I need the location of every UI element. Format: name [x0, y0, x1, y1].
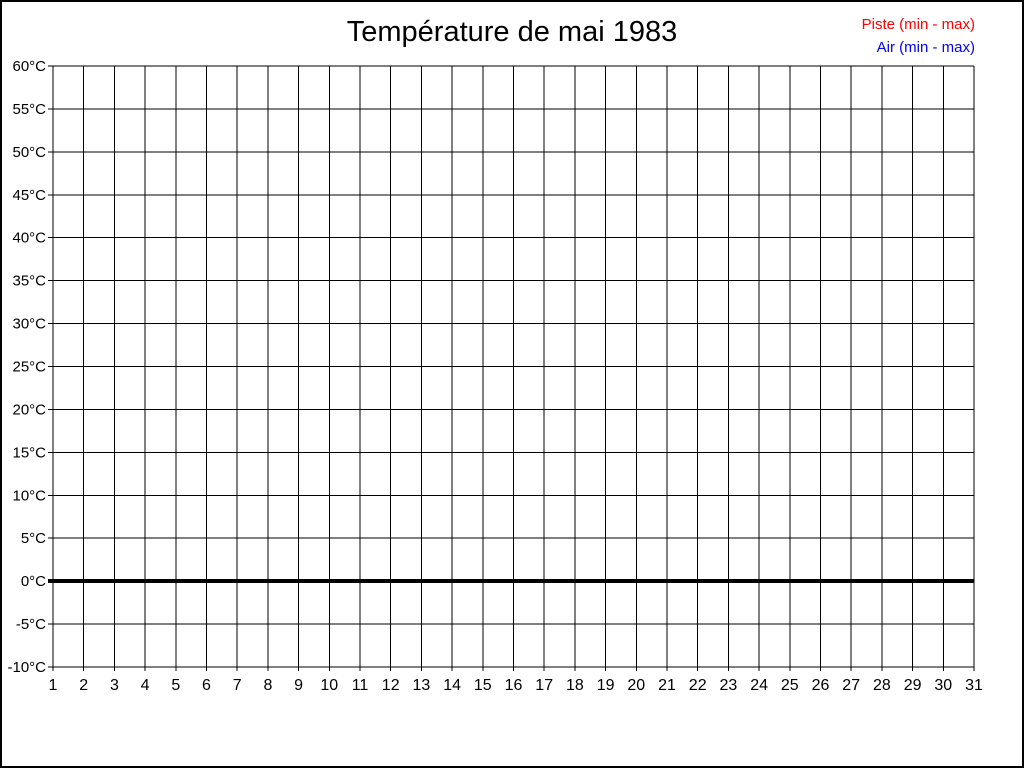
x-tick-label: 1: [49, 677, 58, 694]
x-tick-label: 30: [934, 677, 952, 694]
x-tick-label: 6: [202, 677, 211, 694]
chart-title: Température de mai 1983: [346, 16, 678, 48]
x-tick-label: 9: [294, 677, 303, 694]
x-tick-label: 3: [110, 677, 119, 694]
legend-item-piste: Piste (min - max): [861, 16, 975, 33]
y-tick-label: 10°C: [12, 487, 46, 504]
y-tick-label: 15°C: [12, 444, 46, 461]
x-tick-label: 22: [689, 677, 707, 694]
x-tick-label: 12: [382, 677, 400, 694]
x-tick-label: 7: [233, 677, 242, 694]
x-tick-label: 18: [566, 677, 584, 694]
x-tick-label: 20: [627, 677, 645, 694]
axis-labels: 60°C55°C50°C45°C40°C35°C30°C25°C20°C15°C…: [7, 58, 983, 694]
x-tick-label: 19: [597, 677, 615, 694]
x-tick-label: 31: [965, 677, 983, 694]
x-tick-label: 24: [750, 677, 768, 694]
y-tick-label: 55°C: [12, 101, 46, 118]
x-tick-label: 4: [141, 677, 150, 694]
x-tick-label: 13: [413, 677, 431, 694]
y-tick-label: 60°C: [12, 58, 46, 75]
x-tick-label: 5: [171, 677, 180, 694]
x-tick-label: 2: [79, 677, 88, 694]
x-tick-label: 10: [320, 677, 338, 694]
x-tick-label: 14: [443, 677, 461, 694]
x-tick-label: 25: [781, 677, 799, 694]
x-tick-label: 11: [352, 677, 369, 694]
x-tick-label: 29: [904, 677, 922, 694]
y-tick-label: 40°C: [12, 230, 46, 247]
x-tick-label: 26: [812, 677, 830, 694]
y-tick-label: 50°C: [12, 144, 46, 161]
y-tick-label: 35°C: [12, 273, 46, 290]
x-tick-label: 8: [263, 677, 272, 694]
y-tick-label: 25°C: [12, 359, 46, 376]
y-tick-label: 0°C: [21, 573, 46, 590]
legend-item-air: Air (min - max): [876, 39, 975, 56]
y-tick-label: 5°C: [21, 530, 46, 547]
x-tick-label: 28: [873, 677, 891, 694]
y-tick-label: 20°C: [12, 401, 46, 418]
y-tick-label: -5°C: [16, 616, 46, 633]
x-tick-label: 16: [505, 677, 523, 694]
x-tick-label: 17: [535, 677, 553, 694]
x-tick-label: 27: [842, 677, 860, 694]
y-tick-label: 45°C: [12, 187, 46, 204]
x-tick-label: 21: [658, 677, 676, 694]
x-tick-label: 23: [720, 677, 738, 694]
y-tick-label: 30°C: [12, 316, 46, 333]
y-tick-label: -10°C: [7, 659, 46, 676]
chart-grid: [48, 65, 975, 671]
x-tick-label: 15: [474, 677, 492, 694]
chart-legend: Piste (min - max) Air (min - max): [862, 13, 975, 59]
